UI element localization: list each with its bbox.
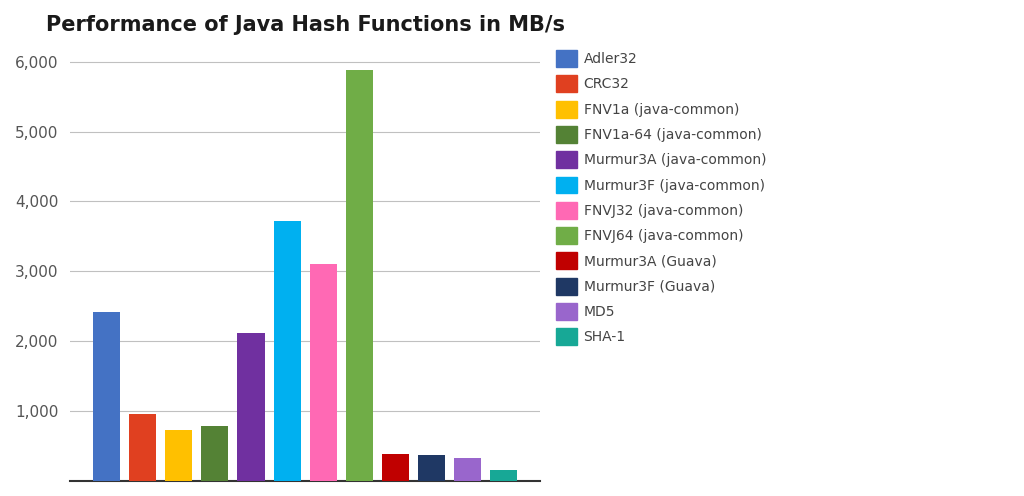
Title: Performance of Java Hash Functions in MB/s: Performance of Java Hash Functions in MB… bbox=[46, 15, 564, 35]
Bar bbox=[93, 312, 120, 481]
Bar bbox=[165, 430, 193, 481]
Bar bbox=[490, 470, 517, 481]
Bar bbox=[238, 333, 264, 481]
Bar bbox=[382, 454, 409, 481]
Bar bbox=[455, 458, 481, 481]
Legend: Adler32, CRC32, FNV1a (java-common), FNV1a-64 (java-common), Murmur3A (java-comm: Adler32, CRC32, FNV1a (java-common), FNV… bbox=[552, 46, 770, 349]
Bar bbox=[129, 414, 156, 481]
Bar bbox=[273, 221, 301, 481]
Bar bbox=[309, 264, 337, 481]
Bar bbox=[202, 426, 228, 481]
Bar bbox=[418, 455, 445, 481]
Bar bbox=[346, 70, 373, 481]
